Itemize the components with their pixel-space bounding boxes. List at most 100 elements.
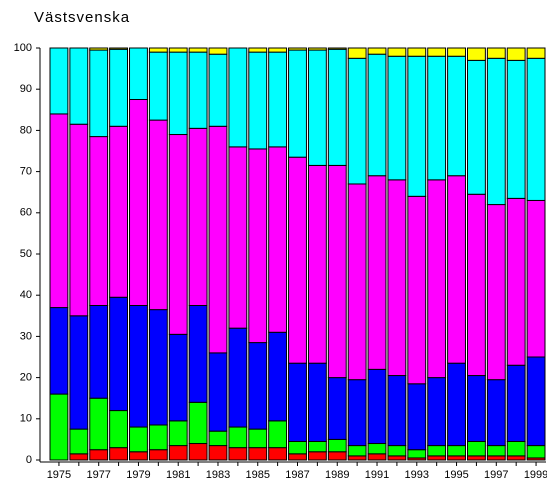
- bar-segment: [327, 48, 347, 166]
- bar-segment: [89, 49, 109, 138]
- bar-segment: [268, 331, 288, 422]
- bar-segment: [367, 47, 387, 55]
- bar-segment: [506, 440, 526, 457]
- bar-segment: [486, 57, 506, 206]
- bar-segment: [148, 119, 168, 311]
- bar-segment: [367, 53, 387, 177]
- bar-segment: [387, 455, 407, 461]
- x-tick-label: 1979: [126, 469, 150, 481]
- bar-segment: [407, 47, 427, 57]
- bar-segment: [307, 451, 327, 461]
- bar-segment: [486, 445, 506, 457]
- bar-segment: [367, 175, 387, 370]
- bar-segment: [466, 47, 486, 61]
- bar-segment: [148, 424, 168, 451]
- bar-segment: [89, 449, 109, 461]
- bar-segment: [288, 453, 307, 461]
- bar-segment: [148, 51, 168, 121]
- bar-segment: [228, 146, 248, 329]
- x-tick-label: 1987: [285, 469, 309, 481]
- bar-segment: [466, 375, 486, 442]
- bar-segment: [427, 455, 447, 461]
- bar-segment: [506, 59, 526, 199]
- bar-segment: [188, 401, 208, 445]
- bar-segment: [268, 47, 288, 53]
- x-tick-label: 1997: [484, 469, 508, 481]
- bar-segment: [129, 451, 148, 461]
- bar-segment: [407, 449, 427, 459]
- bar-segment: [427, 47, 447, 57]
- y-tick-label: 10: [20, 413, 32, 425]
- bar-segment: [466, 59, 486, 195]
- bar-segment: [49, 47, 69, 115]
- bar-segment: [89, 136, 109, 306]
- bar-segment: [307, 362, 327, 442]
- bar-segment: [248, 342, 268, 430]
- bar-segment: [89, 47, 109, 51]
- bar-segment: [347, 455, 367, 461]
- bar-segment: [288, 156, 307, 364]
- bar-segment: [168, 420, 188, 447]
- bar-segment: [427, 179, 447, 379]
- x-tick-label: 1985: [245, 469, 269, 481]
- bar-segment: [506, 47, 526, 61]
- bar-segment: [168, 51, 188, 136]
- bar-segment: [327, 438, 347, 453]
- bar-segment: [447, 362, 466, 447]
- bar-segment: [347, 379, 367, 447]
- bar-segment: [307, 440, 327, 453]
- bar-segment: [109, 410, 129, 449]
- bar-segment: [526, 199, 546, 358]
- bar-segment: [268, 51, 288, 148]
- bar-segment: [268, 447, 288, 461]
- x-tick-label: 1975: [47, 469, 71, 481]
- bar-segment: [248, 47, 268, 53]
- bar-segment: [228, 47, 248, 148]
- bar-segment: [526, 356, 546, 447]
- bar-segment: [427, 55, 447, 181]
- x-tick-label: 1981: [166, 469, 190, 481]
- bar-segment: [69, 47, 89, 125]
- bar-segment: [129, 305, 148, 428]
- y-tick-label: 90: [20, 83, 32, 95]
- bar-segment: [447, 47, 466, 57]
- bar-segment: [327, 377, 347, 440]
- bar-segment: [347, 47, 367, 59]
- bar-segment: [168, 445, 188, 461]
- y-tick-label: 40: [20, 289, 32, 301]
- bar-segment: [49, 393, 69, 461]
- bar-segment: [168, 47, 188, 53]
- bar-segment: [288, 362, 307, 442]
- bar-segment: [288, 49, 307, 158]
- x-tick-label: 1983: [206, 469, 230, 481]
- bar-segment: [49, 307, 69, 395]
- bar-segment: [466, 440, 486, 457]
- bar-segment: [288, 440, 307, 455]
- bar-segment: [129, 47, 148, 100]
- bar-segment: [427, 445, 447, 457]
- bar-segment: [387, 445, 407, 457]
- bar-segment: [188, 51, 208, 129]
- bar-segment: [109, 125, 129, 298]
- bar-segment: [109, 48, 129, 127]
- bar-segment: [208, 47, 228, 55]
- bar-segment: [129, 426, 148, 453]
- bar-segment: [447, 455, 466, 461]
- bar-segment: [486, 379, 506, 447]
- x-tick-label: 1999: [524, 469, 547, 481]
- bar-segment: [387, 375, 407, 447]
- bar-segment: [168, 333, 188, 422]
- bar-segment: [188, 305, 208, 403]
- bar-segment: [407, 55, 427, 197]
- bar-segment: [327, 451, 347, 461]
- bar-segment: [69, 315, 89, 430]
- bar-segment: [208, 445, 228, 461]
- bar-segment: [347, 57, 367, 185]
- bar-segment: [188, 127, 208, 306]
- bar-segment: [248, 447, 268, 461]
- bar-segment: [466, 193, 486, 377]
- x-tick-label: 1977: [86, 469, 110, 481]
- bar-segment: [49, 113, 69, 309]
- bar-segment: [148, 47, 168, 53]
